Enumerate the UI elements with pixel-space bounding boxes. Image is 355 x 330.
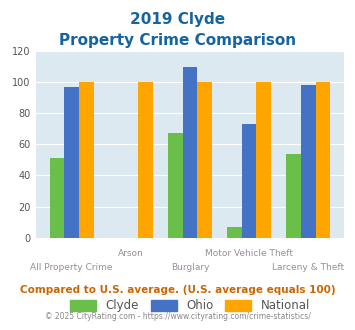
Bar (316, 82, 330, 238)
Text: © 2025 CityRating.com - https://www.cityrating.com/crime-statistics/: © 2025 CityRating.com - https://www.city… (45, 312, 310, 321)
Text: Motor Vehicle Theft: Motor Vehicle Theft (205, 249, 293, 258)
Text: Property Crime Comparison: Property Crime Comparison (59, 33, 296, 48)
Bar (256, 82, 271, 238)
Text: Larceny & Theft: Larceny & Theft (272, 263, 344, 272)
Text: 2019 Clyde: 2019 Clyde (130, 12, 225, 26)
Bar (227, 227, 242, 238)
Bar (50, 158, 64, 238)
Text: Arson: Arson (118, 249, 144, 258)
Legend: Clyde, Ohio, National: Clyde, Ohio, National (70, 299, 310, 313)
Bar (182, 67, 197, 238)
Text: Burglary: Burglary (171, 263, 209, 272)
Bar (301, 85, 316, 238)
Bar (79, 82, 94, 238)
Bar (64, 87, 79, 238)
Bar (197, 82, 212, 238)
Bar (286, 154, 301, 238)
Text: All Property Crime: All Property Crime (31, 263, 113, 272)
Text: Compared to U.S. average. (U.S. average equals 100): Compared to U.S. average. (U.S. average … (20, 285, 335, 295)
Bar (138, 82, 153, 238)
Bar (168, 134, 182, 238)
Bar (242, 124, 256, 238)
